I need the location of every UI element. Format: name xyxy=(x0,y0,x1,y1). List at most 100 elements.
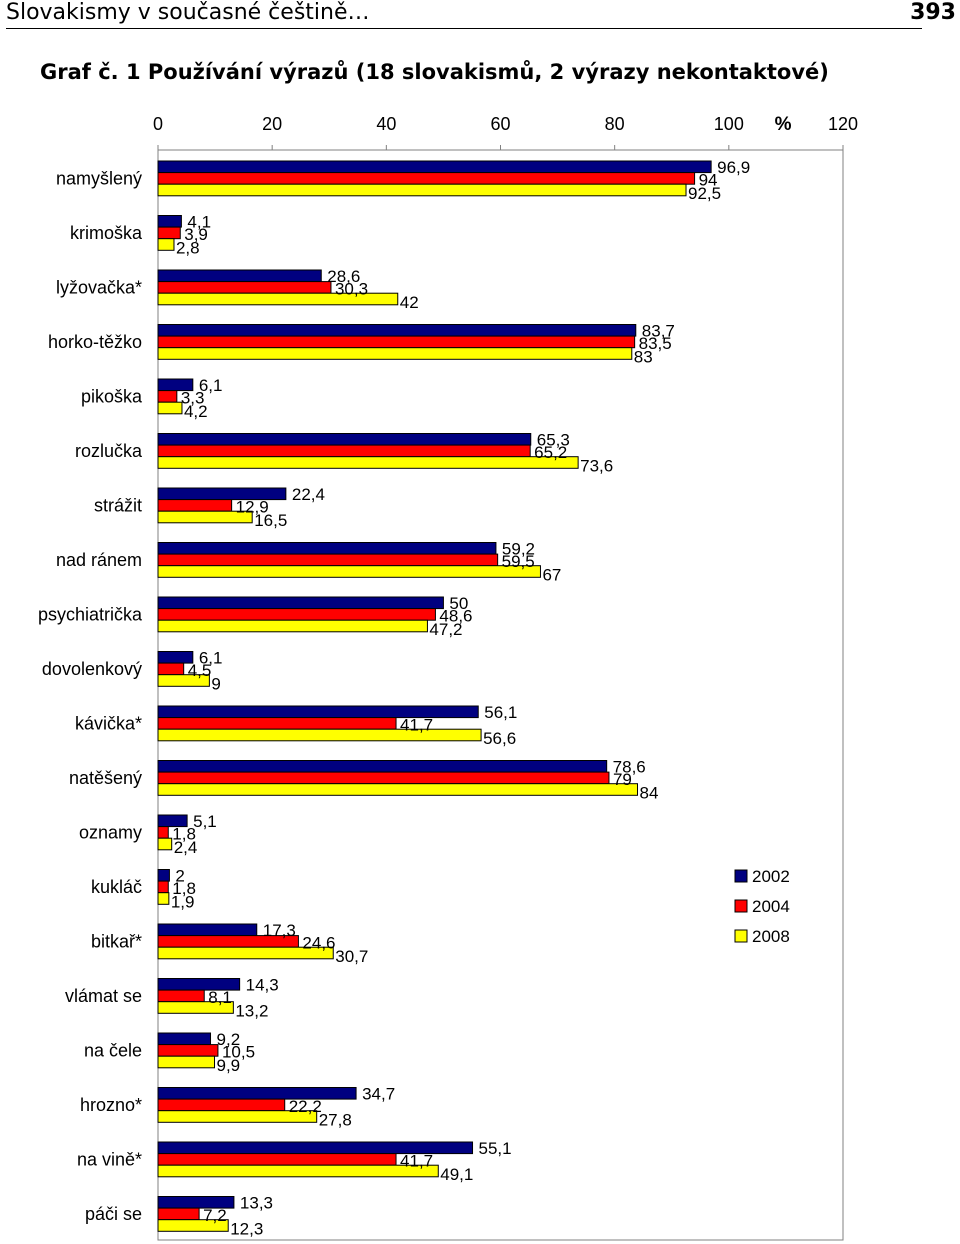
data-label: 96,9 xyxy=(717,158,750,177)
category-label: hrozno* xyxy=(80,1095,142,1115)
bar-2008 xyxy=(157,1110,318,1123)
category-label: na čele xyxy=(84,1040,142,1060)
bar-2008 xyxy=(157,1219,229,1232)
data-label: 4,5 xyxy=(188,661,212,680)
bar-2004 xyxy=(157,281,332,294)
data-label: 83,5 xyxy=(639,334,672,353)
bar-2008 xyxy=(157,183,687,197)
bar-2008 xyxy=(157,946,334,960)
category-label: páči se xyxy=(85,1204,142,1224)
data-label: 4,2 xyxy=(184,402,208,421)
x-tick-label: 100 xyxy=(714,114,744,134)
running-header: Slovakismy v současné češtině… 393 xyxy=(0,0,960,30)
bar-2008 xyxy=(157,565,541,578)
category-label: rozlučka xyxy=(75,441,143,461)
bar-2008 xyxy=(157,1001,234,1014)
category-label: psychiatrička xyxy=(38,604,143,624)
bar-2004 xyxy=(157,390,178,403)
data-label: 84 xyxy=(640,784,659,803)
figure-caption: Graf č. 1 Používání výrazů (18 slovakism… xyxy=(40,60,829,84)
category-label: na vině* xyxy=(77,1149,142,1169)
data-label: 13,2 xyxy=(235,1002,268,1021)
category-label: pikoška xyxy=(81,386,143,406)
bar-2004 xyxy=(157,444,531,458)
data-label: 27,8 xyxy=(319,1111,352,1130)
legend-swatch xyxy=(734,929,748,943)
bar-2002 xyxy=(157,923,258,937)
bar-2002 xyxy=(157,1032,212,1046)
legend-label: 2002 xyxy=(752,867,790,886)
data-label: 94 xyxy=(699,171,718,190)
data-label: 79 xyxy=(613,770,632,789)
bar-2008 xyxy=(157,619,428,633)
bar-2008 xyxy=(157,674,210,687)
x-unit-label: % xyxy=(775,114,792,135)
data-label: 12,9 xyxy=(236,498,269,517)
bar-2004 xyxy=(157,499,233,512)
data-label: 83,7 xyxy=(642,322,675,341)
bar-2008 xyxy=(157,837,173,851)
plot-frame xyxy=(157,149,844,1241)
bar-2004 xyxy=(157,826,169,839)
bar-2002 xyxy=(157,215,182,228)
data-label: 30,3 xyxy=(335,280,368,299)
data-label: 9,2 xyxy=(217,1030,241,1049)
bar-2004 xyxy=(157,1207,200,1221)
bar-2008 xyxy=(157,510,253,524)
bar-2002 xyxy=(157,869,170,882)
x-tick-label: 120 xyxy=(828,114,858,134)
category-label: lyžovačka* xyxy=(56,277,142,297)
bar-2002 xyxy=(157,760,608,773)
data-label: 13,3 xyxy=(240,1194,273,1213)
bar-2004 xyxy=(157,172,696,185)
page-number: 393 xyxy=(910,0,956,25)
category-label: natěšený xyxy=(69,768,142,788)
bar-2004 xyxy=(157,1098,286,1112)
bar-2004 xyxy=(157,717,397,730)
bar-2002 xyxy=(157,1087,357,1100)
data-label: 6,1 xyxy=(199,649,223,668)
data-label: 50 xyxy=(449,594,468,613)
data-label: 59,5 xyxy=(502,552,535,571)
data-label: 22,2 xyxy=(289,1097,322,1116)
x-tick-label: 60 xyxy=(490,114,510,134)
data-label: 67 xyxy=(542,566,561,585)
data-label: 3,9 xyxy=(184,225,208,244)
bar-2008 xyxy=(157,783,638,796)
data-label: 48,6 xyxy=(439,607,472,626)
bar-2008 xyxy=(157,892,170,905)
bar-2002 xyxy=(157,433,532,446)
category-label: strážit xyxy=(94,495,142,515)
category-label: horko-těžko xyxy=(48,332,142,352)
data-label: 30,7 xyxy=(335,947,368,966)
bar-2002 xyxy=(157,596,444,610)
data-label: 17,3 xyxy=(263,921,296,940)
data-label: 56,1 xyxy=(484,703,517,722)
bar-2008 xyxy=(157,292,399,306)
bar-2004 xyxy=(157,553,499,567)
data-label: 41,7 xyxy=(400,716,433,735)
data-label: 49,1 xyxy=(440,1165,473,1184)
bar-2004 xyxy=(157,1153,397,1166)
data-label: 22,4 xyxy=(292,485,325,504)
category-label: vlámat se xyxy=(65,986,142,1006)
data-label: 14,3 xyxy=(246,976,279,995)
category-label: oznamy xyxy=(79,822,142,842)
data-label: 5,1 xyxy=(193,812,217,831)
data-label: 92,5 xyxy=(688,184,721,203)
legend-label: 2008 xyxy=(752,927,790,946)
bar-2002 xyxy=(157,542,497,555)
data-label: 1,9 xyxy=(171,893,195,912)
data-label: 41,7 xyxy=(400,1152,433,1171)
data-label: 9,9 xyxy=(217,1056,241,1075)
x-tick-label: 0 xyxy=(153,114,163,134)
data-label: 2,8 xyxy=(176,239,200,258)
bar-2004 xyxy=(157,226,181,240)
bar-2004 xyxy=(157,771,610,785)
data-label: 59,2 xyxy=(502,540,535,559)
legend-swatch xyxy=(734,899,748,913)
category-label: kukláč xyxy=(91,877,142,897)
bar-2008 xyxy=(157,401,183,415)
legend-label: 2004 xyxy=(752,897,790,916)
bar-2002 xyxy=(157,324,637,337)
